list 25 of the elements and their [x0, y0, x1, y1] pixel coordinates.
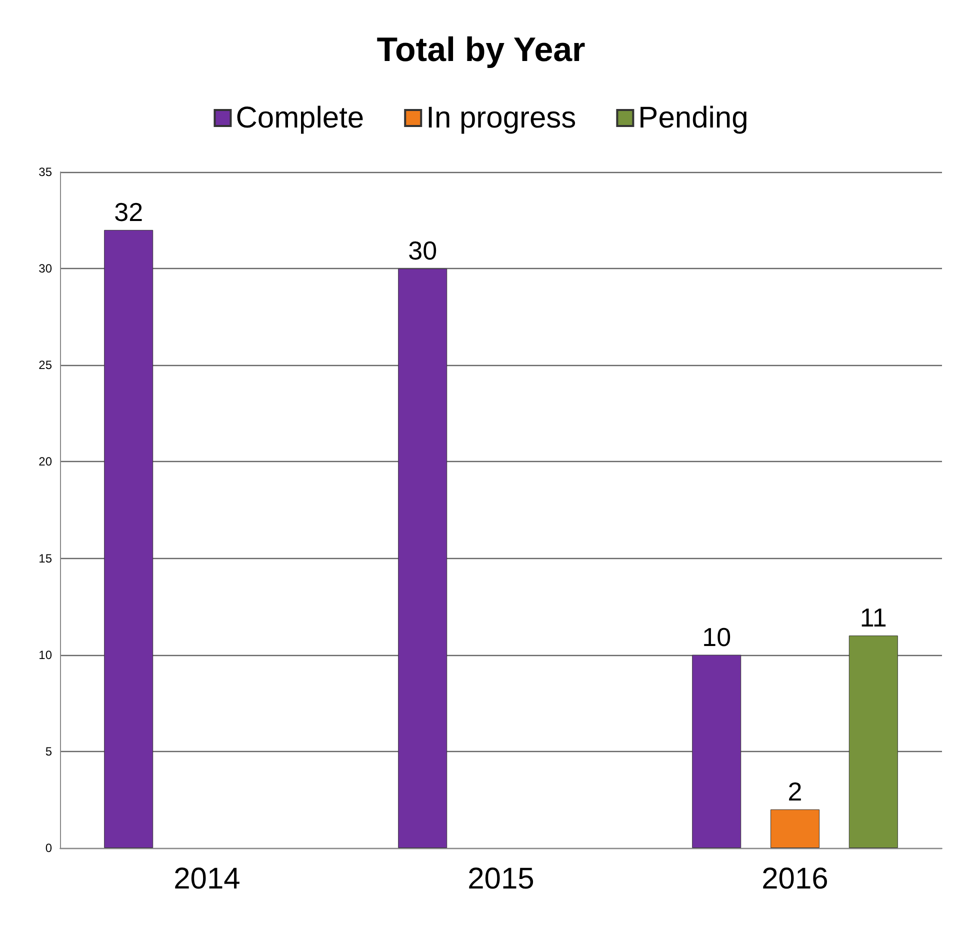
legend-label: In progress — [426, 102, 576, 134]
data-label: 2 — [788, 776, 802, 806]
data-label: 32 — [114, 196, 144, 227]
bar — [692, 654, 742, 848]
bar — [398, 268, 448, 848]
y-tick-label: 0 — [45, 841, 52, 855]
data-label: 30 — [408, 236, 438, 266]
data-label: 11 — [860, 602, 887, 633]
y-tick-label: 35 — [38, 165, 52, 179]
y-tick-label: 15 — [38, 551, 52, 566]
x-tick-label: 2015 — [468, 862, 534, 896]
data-label: 10 — [702, 622, 732, 652]
x-tick-label: 2014 — [174, 862, 240, 896]
y-tick-label: 30 — [38, 262, 52, 276]
legend-label: Pending — [638, 102, 748, 134]
y-tick-label: 5 — [45, 744, 52, 758]
chart-title: Total by Year — [376, 31, 586, 69]
bar — [770, 809, 820, 848]
x-tick-label: 2016 — [762, 862, 828, 896]
bar — [104, 230, 154, 848]
legend-label: Complete — [236, 102, 364, 134]
y-tick-label: 25 — [38, 358, 52, 372]
y-tick-label: 20 — [38, 454, 52, 469]
bar — [848, 636, 898, 848]
y-tick-label: 10 — [38, 648, 52, 662]
